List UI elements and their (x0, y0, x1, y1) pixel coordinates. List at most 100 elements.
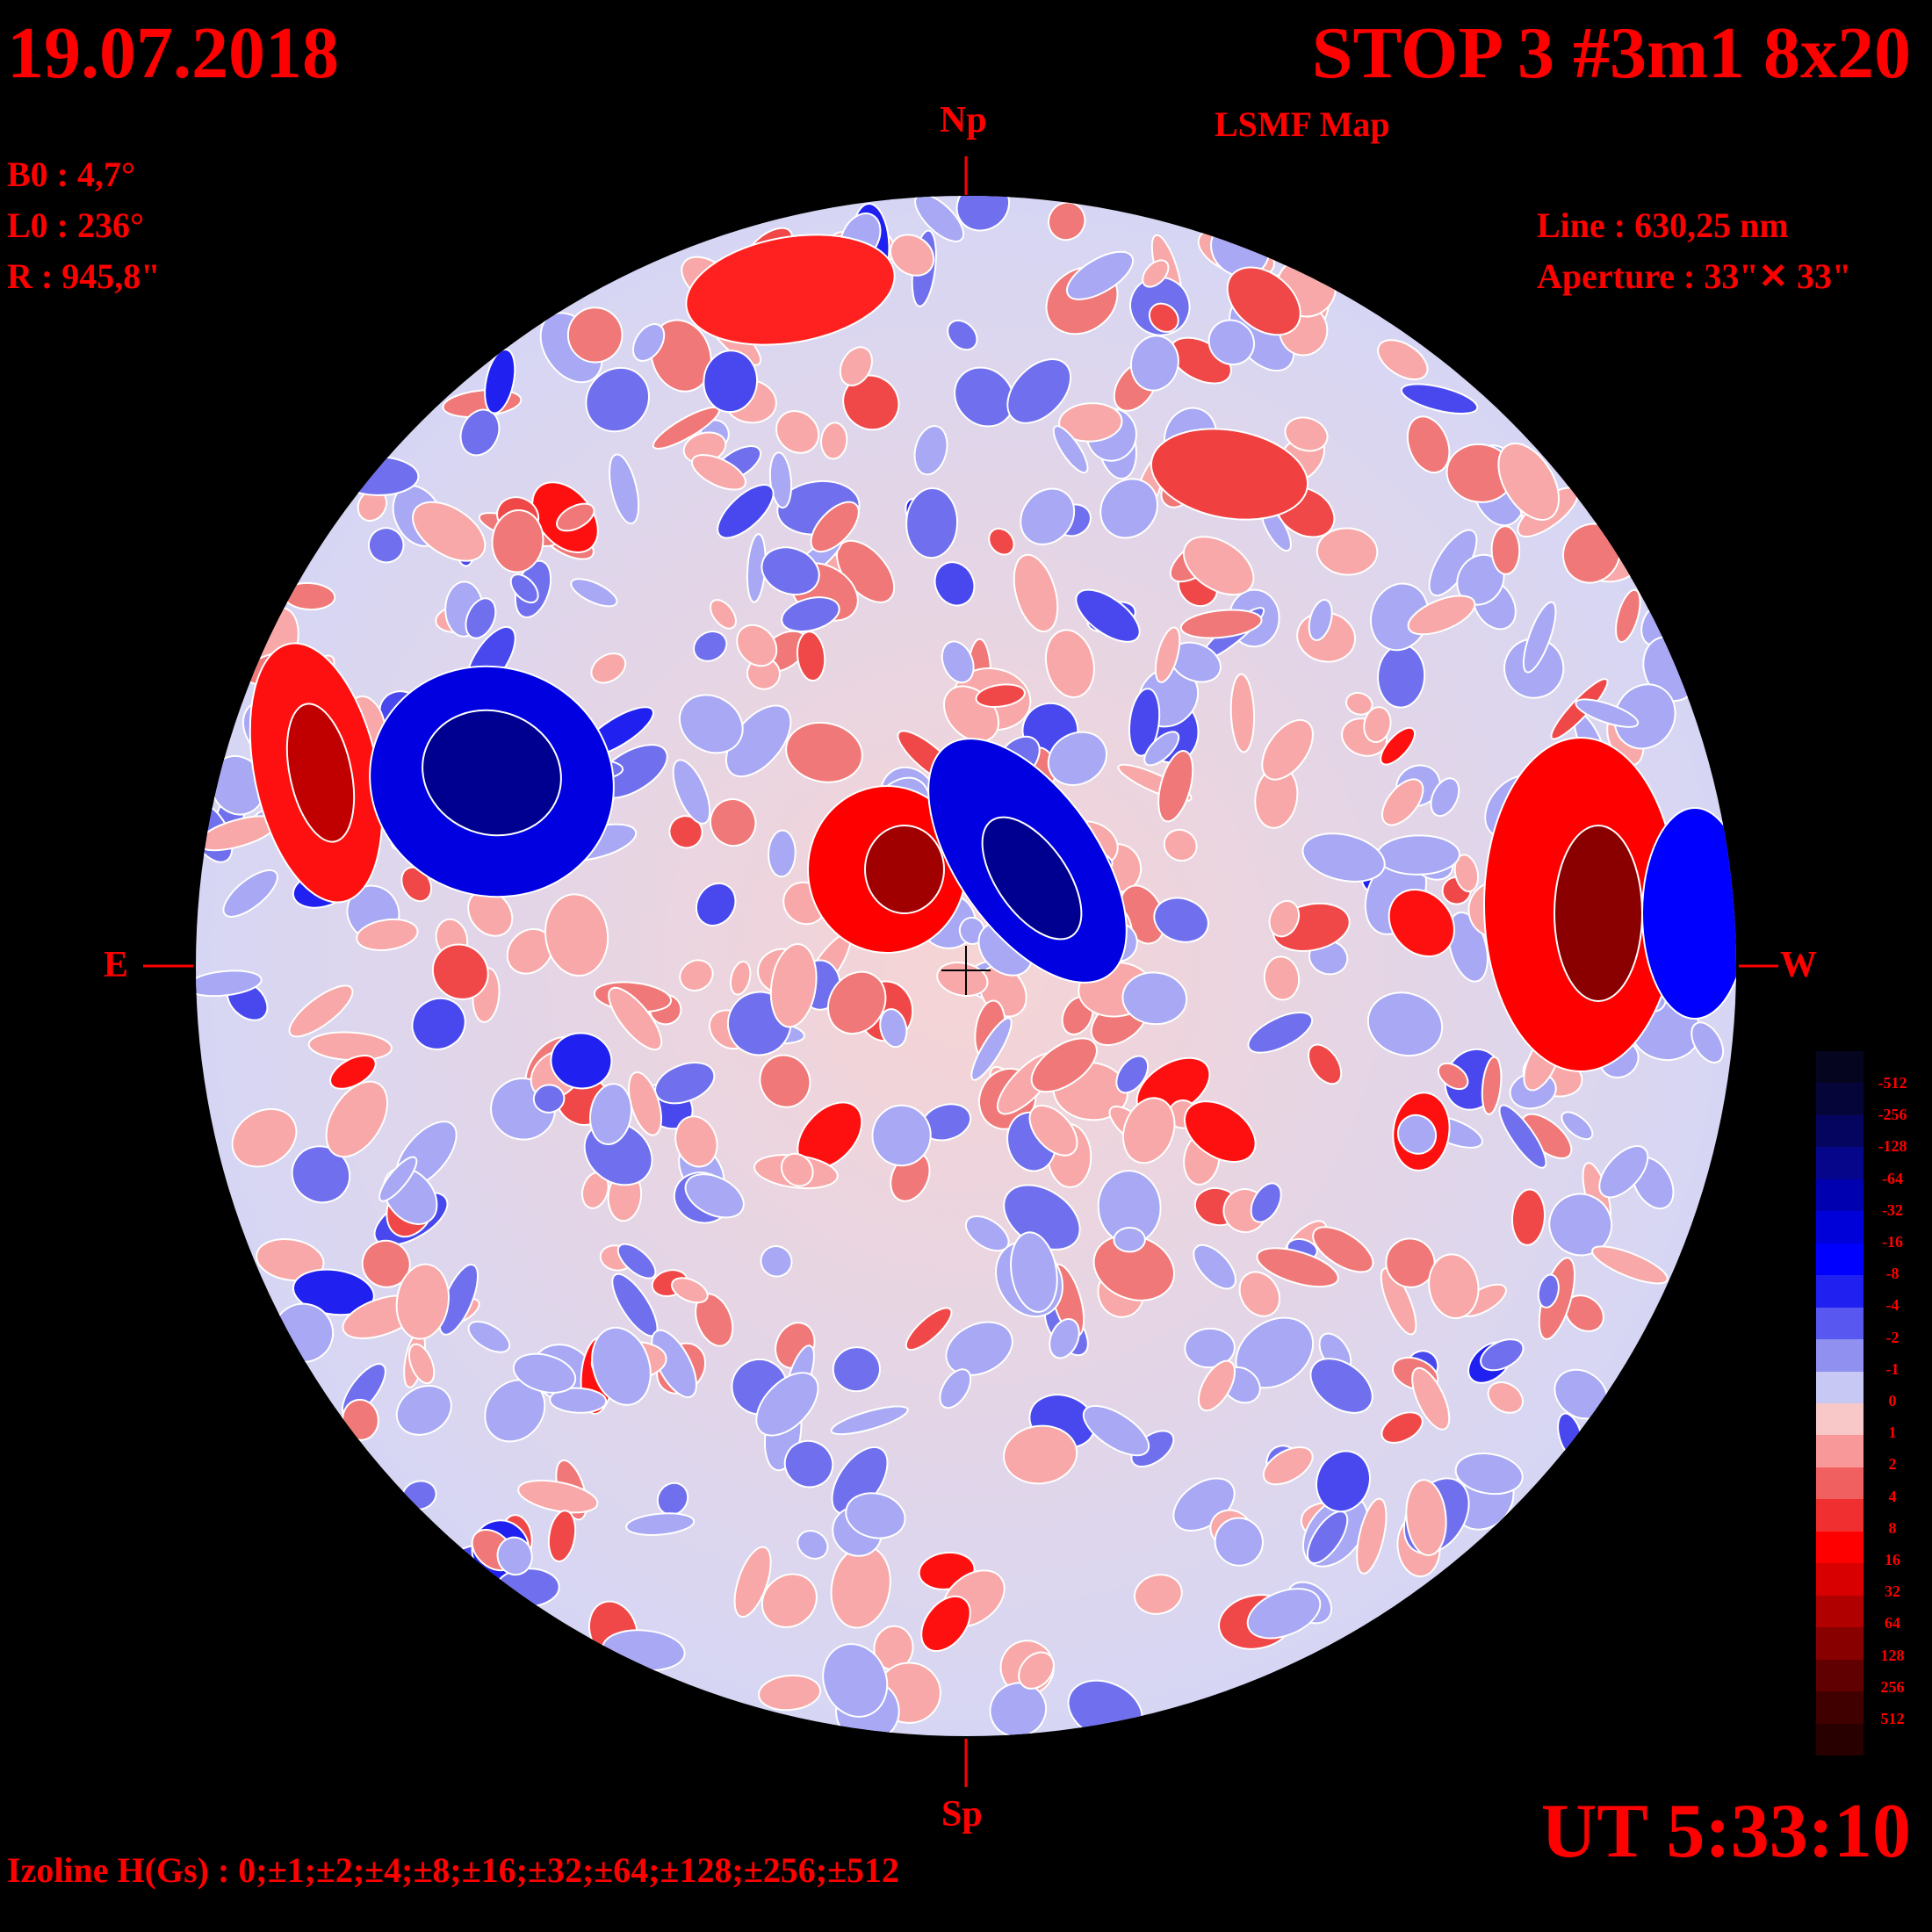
positive-field-patch (730, 960, 752, 996)
negative-field-patch (1430, 777, 1460, 818)
negative-field-patch (422, 709, 562, 837)
color-scale-label: 128 (1880, 1646, 1905, 1664)
positive-field-patch (1184, 1100, 1257, 1164)
color-scale-swatch (1816, 1307, 1864, 1340)
color-scale-label: 256 (1880, 1677, 1905, 1696)
color-scale-swatch (1816, 1435, 1864, 1468)
negative-field-patch (550, 1032, 613, 1090)
positive-field-patch (544, 893, 609, 977)
negative-field-patch (625, 1512, 696, 1536)
positive-field-patch (1407, 595, 1476, 636)
negative-field-patch (512, 1352, 577, 1394)
positive-field-patch (1511, 1188, 1546, 1246)
negative-field-patch (679, 694, 744, 754)
positive-field-patch (1284, 416, 1329, 452)
negative-field-patch (832, 1346, 881, 1393)
negative-field-patch (945, 1321, 1013, 1376)
positive-field-patch (1058, 402, 1123, 443)
positive-field-patch (1013, 553, 1059, 632)
positive-field-patch (256, 1237, 325, 1282)
negative-field-patch (1376, 834, 1460, 876)
negative-field-patch (845, 1492, 906, 1539)
color-scale-label: -2 (1885, 1328, 1900, 1346)
color-scale-label: -32 (1882, 1200, 1903, 1219)
l0-value: L0 : 236° (7, 205, 144, 245)
negative-field-patch (954, 366, 1015, 428)
negative-field-patch (616, 1243, 657, 1280)
color-scale-label: 2 (1888, 1455, 1897, 1474)
negative-field-patch (761, 546, 820, 596)
color-scale-label: 512 (1880, 1710, 1905, 1727)
positive-field-patch (1261, 718, 1314, 781)
positive-field-patch (769, 943, 818, 1028)
positive-field-patch (988, 527, 1015, 556)
negative-field-patch (589, 1083, 632, 1145)
negative-field-patch (1153, 897, 1209, 943)
positive-field-patch (650, 319, 712, 393)
negative-field-patch (585, 366, 651, 433)
positive-field-patch (1182, 536, 1255, 596)
positive-field-patch (1263, 955, 1301, 1001)
positive-field-patch (685, 234, 896, 346)
negative-field-patch (768, 829, 797, 878)
color-scale-label: 1 (1888, 1424, 1897, 1442)
negative-field-patch (496, 1536, 533, 1576)
positive-field-patch (890, 234, 935, 277)
negative-field-patch (1099, 478, 1158, 539)
negative-field-patch (781, 596, 840, 633)
positive-field-patch (1150, 428, 1309, 521)
positive-field-patch (905, 1307, 953, 1351)
negative-field-patch (609, 453, 640, 525)
negative-field-patch (1613, 683, 1676, 750)
positive-field-patch (1453, 854, 1480, 893)
negative-field-patch (703, 350, 759, 414)
positive-field-patch (395, 1263, 450, 1340)
positive-field-patch (1437, 1062, 1469, 1091)
negative-field-patch (222, 869, 278, 918)
color-scale-label: -16 (1882, 1233, 1903, 1251)
b0-value: B0 : 4,7° (7, 155, 135, 194)
positive-field-patch (566, 306, 624, 364)
negative-field-patch (1301, 833, 1386, 883)
positive-field-patch (780, 1152, 814, 1187)
color-scale-bar (1816, 1051, 1864, 1756)
color-scale-swatch (1816, 1403, 1864, 1436)
negative-field-patch (1047, 731, 1107, 786)
west-label: W (1780, 945, 1817, 985)
color-scale-label: 32 (1885, 1582, 1900, 1601)
negative-field-patch (695, 882, 737, 926)
positive-field-patch (679, 959, 714, 991)
north-pole-label: Np (940, 100, 987, 141)
positive-field-patch (1411, 1366, 1451, 1431)
negative-field-patch (395, 1385, 452, 1436)
positive-field-patch (1179, 609, 1263, 639)
negative-field-patch (1400, 383, 1479, 415)
negative-field-patch (465, 597, 497, 639)
negative-field-patch (760, 1245, 793, 1278)
positive-field-patch (842, 374, 900, 431)
negative-field-patch (822, 1643, 889, 1718)
positive-field-patch (1615, 588, 1641, 644)
negative-field-patch (467, 1320, 511, 1353)
positive-field-patch (864, 825, 945, 914)
positive-field-patch (709, 798, 757, 847)
color-scale-swatch (1816, 1243, 1864, 1276)
color-scale-swatch (1816, 1467, 1864, 1500)
negative-field-patch (484, 348, 516, 415)
color-scale-swatch (1816, 1147, 1864, 1180)
positive-field-patch (1157, 750, 1194, 823)
positive-field-patch (839, 346, 873, 386)
negative-field-patch (1308, 598, 1333, 642)
positive-field-patch (1229, 673, 1256, 753)
positive-field-patch (491, 508, 544, 573)
positive-field-patch (1134, 1574, 1183, 1615)
negative-field-patch (1006, 358, 1072, 424)
negative-field-patch (1115, 1055, 1150, 1094)
color-scale-swatch (1816, 1275, 1864, 1308)
positive-field-patch (431, 943, 489, 1000)
positive-field-patch (1405, 1479, 1447, 1556)
negative-field-patch (693, 631, 728, 662)
negative-field-patch (970, 1017, 1013, 1081)
negative-field-patch (964, 1215, 1010, 1252)
spectral-line: Line : 630,25 nm (1537, 205, 1789, 245)
